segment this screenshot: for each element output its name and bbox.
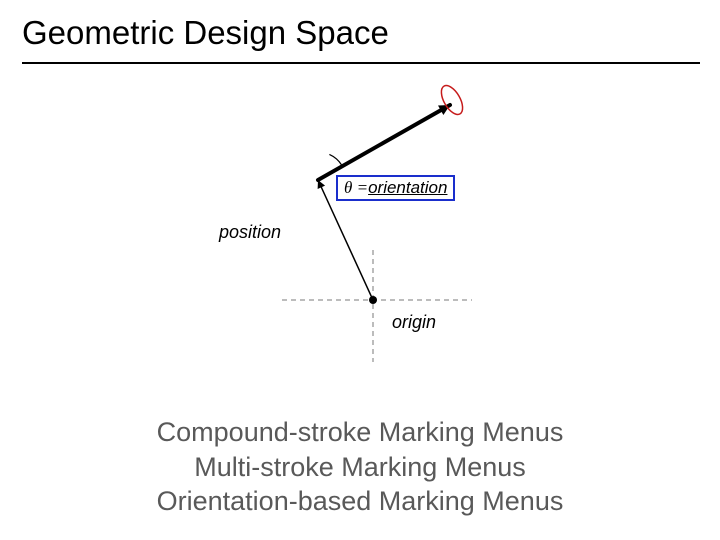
bottom-line: Orientation-based Marking Menus <box>0 484 720 519</box>
orientation-arc <box>329 154 341 165</box>
bottom-line: Compound-stroke Marking Menus <box>0 415 720 450</box>
origin-dot <box>369 296 377 304</box>
position-label: position <box>219 222 281 243</box>
bottom-line: Multi-stroke Marking Menus <box>0 450 720 485</box>
bottom-caption: Compound-stroke Marking MenusMulti-strok… <box>0 415 720 519</box>
orientation-label-box: θ = orientation <box>336 175 455 201</box>
stylus-enclosure <box>437 82 467 118</box>
theta-symbol: θ = <box>344 178 368 198</box>
origin-label: origin <box>392 312 436 333</box>
orientation-label-text: orientation <box>368 178 447 198</box>
stroke-line <box>318 105 450 180</box>
